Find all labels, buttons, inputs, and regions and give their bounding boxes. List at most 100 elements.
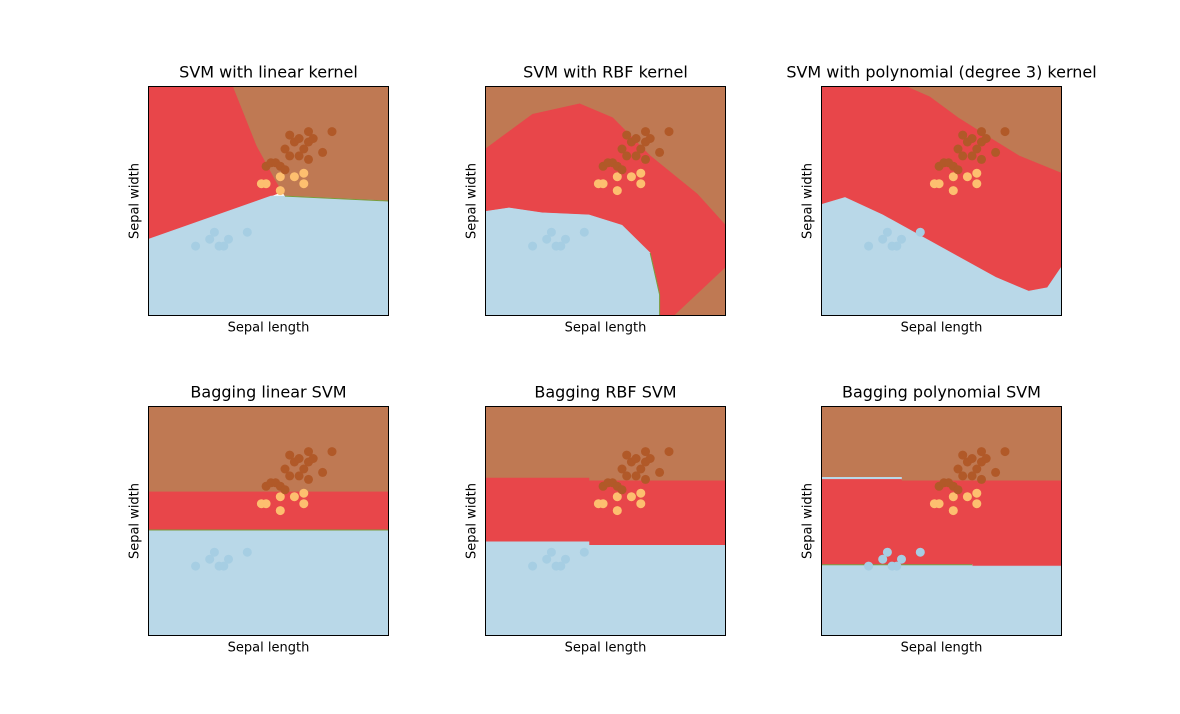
data-point-class-1 xyxy=(289,172,299,182)
data-point-class-1 xyxy=(934,499,944,509)
subplot-5: Bagging RBF SVM Sepal length Sepal width xyxy=(465,383,726,656)
data-point-class-0 xyxy=(209,547,219,557)
data-point-class-0 xyxy=(897,554,906,564)
axes-frame xyxy=(821,406,1062,636)
data-point-class-2 xyxy=(641,154,650,164)
data-point-class-2 xyxy=(617,485,627,495)
data-point-class-2 xyxy=(664,447,674,457)
data-point-class-2 xyxy=(294,471,304,481)
data-point-class-0 xyxy=(542,234,552,244)
data-point-class-2 xyxy=(977,447,986,457)
data-point-class-0 xyxy=(542,554,552,564)
data-point-class-2 xyxy=(631,151,641,161)
data-point-class-0 xyxy=(892,241,902,251)
subplot-2: SVM with RBF kernel Sepal length Sepal wid… xyxy=(465,63,726,336)
data-point-class-2 xyxy=(617,144,627,154)
data-point-class-2 xyxy=(304,127,313,137)
data-point-class-1 xyxy=(962,492,972,502)
data-point-class-0 xyxy=(224,234,233,244)
data-point-class-2 xyxy=(285,450,295,460)
data-point-class-2 xyxy=(280,464,290,474)
data-point-class-1 xyxy=(948,492,958,502)
data-point-class-1 xyxy=(612,492,622,502)
data-point-class-1 xyxy=(299,179,309,189)
data-point-class-2 xyxy=(972,144,982,154)
data-point-class-2 xyxy=(958,130,968,140)
data-point-class-1 xyxy=(612,186,622,196)
data-point-class-2 xyxy=(641,474,650,484)
data-point-class-2 xyxy=(304,474,313,484)
y-axis-label: Sepal width xyxy=(128,483,143,559)
data-point-class-0 xyxy=(882,547,892,557)
data-point-class-2 xyxy=(636,464,646,474)
data-point-class-1 xyxy=(636,488,646,498)
data-point-class-2 xyxy=(967,151,977,161)
data-point-class-0 xyxy=(191,561,201,571)
data-point-class-0 xyxy=(864,241,874,251)
data-point-class-1 xyxy=(626,172,636,182)
data-point-class-2 xyxy=(664,127,674,137)
data-point-class-2 xyxy=(299,144,309,154)
data-point-class-0 xyxy=(546,227,556,237)
data-point-class-2 xyxy=(958,471,968,481)
data-point-class-1 xyxy=(275,506,285,516)
data-point-class-0 xyxy=(224,554,233,564)
data-point-class-0 xyxy=(219,561,229,571)
data-point-class-1 xyxy=(636,499,646,509)
data-point-class-1 xyxy=(261,499,271,509)
data-point-class-2 xyxy=(636,144,646,154)
data-point-class-2 xyxy=(622,151,632,161)
data-point-class-2 xyxy=(318,467,328,477)
subplot-6: Bagging polynomial SVM Sepal length Sepal … xyxy=(801,383,1062,656)
decision-boundary-line xyxy=(649,252,661,316)
data-point-class-0 xyxy=(209,227,219,237)
data-point-class-2 xyxy=(327,127,337,137)
data-point-class-0 xyxy=(561,234,570,244)
data-point-class-1 xyxy=(948,172,958,182)
plot-area xyxy=(821,86,1062,316)
data-point-class-2 xyxy=(641,127,650,137)
data-point-class-2 xyxy=(285,471,295,481)
data-point-class-2 xyxy=(622,450,632,460)
decision-region-class-2 xyxy=(485,406,726,482)
data-point-class-2 xyxy=(631,471,641,481)
data-point-class-2 xyxy=(977,154,986,164)
data-point-class-2 xyxy=(617,165,627,175)
data-point-class-1 xyxy=(972,499,982,509)
data-point-class-2 xyxy=(294,134,304,143)
data-point-class-2 xyxy=(280,165,290,175)
data-point-class-2 xyxy=(308,454,318,463)
data-point-class-2 xyxy=(285,130,295,140)
data-point-class-2 xyxy=(958,450,968,460)
x-axis-label: Sepal length xyxy=(565,641,647,656)
decision-region-class-0 xyxy=(821,564,1062,636)
y-axis-label: Sepal width xyxy=(465,163,480,239)
subplot-title: SVM with linear kernel xyxy=(179,63,358,82)
data-point-class-1 xyxy=(962,172,972,182)
data-point-class-0 xyxy=(546,547,556,557)
data-point-class-2 xyxy=(308,134,318,143)
subplot-title: Bagging RBF SVM xyxy=(534,383,676,402)
data-point-class-0 xyxy=(915,227,925,237)
data-point-class-2 xyxy=(981,454,991,463)
data-point-class-0 xyxy=(219,241,229,251)
subplot-4: Bagging linear SVM Sepal length Sepal widt… xyxy=(128,383,389,656)
subplot-title: Bagging linear SVM xyxy=(190,383,346,402)
data-point-class-1 xyxy=(972,488,982,498)
axes-frame xyxy=(485,406,726,636)
x-axis-label: Sepal length xyxy=(901,641,983,656)
data-point-class-2 xyxy=(953,485,963,495)
y-axis-label: Sepal width xyxy=(801,163,816,239)
data-point-class-1 xyxy=(934,179,944,189)
decision-region-class-2 xyxy=(148,406,389,493)
plot-area xyxy=(148,406,389,636)
data-point-class-0 xyxy=(191,241,201,251)
data-point-class-2 xyxy=(1000,127,1010,137)
data-point-class-2 xyxy=(972,464,982,474)
data-point-class-2 xyxy=(953,144,963,154)
data-point-class-2 xyxy=(304,154,313,164)
data-point-class-2 xyxy=(977,127,986,137)
data-point-class-0 xyxy=(897,234,906,244)
decision-region-class-0 xyxy=(148,529,389,636)
data-point-class-2 xyxy=(967,471,977,481)
